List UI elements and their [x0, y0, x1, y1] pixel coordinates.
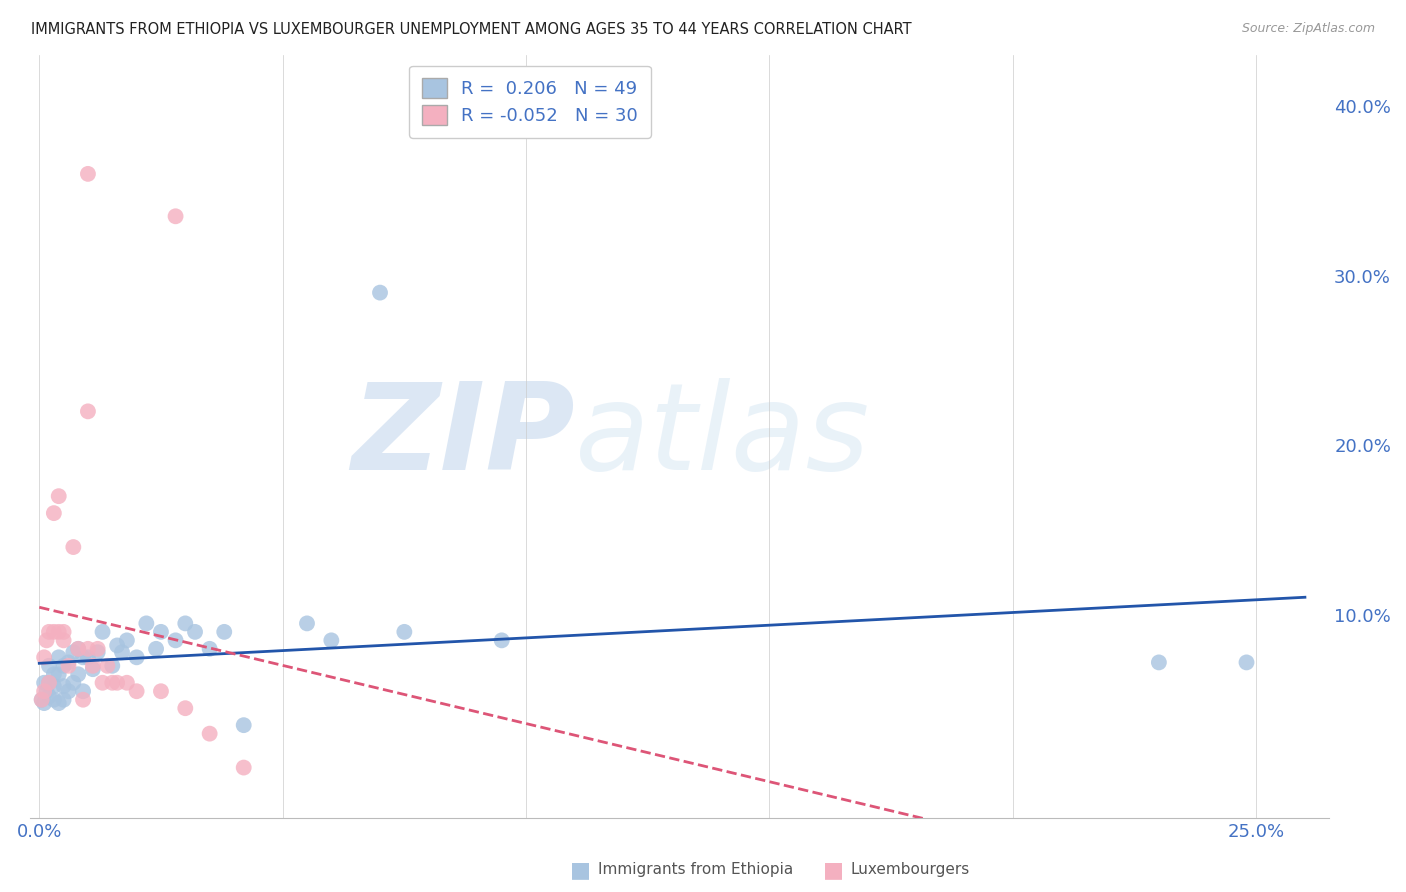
Point — [48, 696, 70, 710]
Point — [135, 616, 157, 631]
Point — [77, 404, 100, 418]
Point — [32, 696, 55, 710]
Point — [35, 633, 58, 648]
Point — [321, 633, 343, 648]
Point — [38, 675, 60, 690]
Point — [31, 692, 53, 706]
Point — [48, 489, 70, 503]
Point — [52, 692, 75, 706]
Text: ■: ■ — [569, 860, 591, 880]
Point — [58, 656, 80, 670]
Point — [105, 675, 128, 690]
Point — [72, 684, 94, 698]
Point — [38, 675, 60, 690]
Text: Luxembourgers: Luxembourgers — [851, 863, 970, 877]
Point — [72, 650, 94, 665]
Point — [52, 624, 75, 639]
Point — [82, 662, 104, 676]
Point — [42, 679, 65, 693]
Point — [105, 639, 128, 653]
Point — [67, 667, 90, 681]
Point — [42, 692, 65, 706]
Point — [174, 616, 197, 631]
Point — [38, 690, 60, 704]
Point — [149, 684, 172, 698]
Point — [52, 633, 75, 648]
Point — [77, 650, 100, 665]
Point — [125, 650, 148, 665]
Point — [48, 650, 70, 665]
Point — [77, 167, 100, 181]
Point — [212, 624, 235, 639]
Point — [58, 684, 80, 698]
Point — [491, 633, 513, 648]
Point — [42, 624, 65, 639]
Point — [52, 658, 75, 673]
Point — [86, 645, 108, 659]
Point — [149, 624, 172, 639]
Point — [174, 701, 197, 715]
Point — [38, 624, 60, 639]
Point — [86, 641, 108, 656]
Point — [125, 684, 148, 698]
Point — [394, 624, 416, 639]
Point — [32, 684, 55, 698]
Text: Immigrants from Ethiopia: Immigrants from Ethiopia — [598, 863, 793, 877]
Point — [198, 641, 221, 656]
Point — [82, 658, 104, 673]
Legend: R =  0.206   N = 49, R = -0.052   N = 30: R = 0.206 N = 49, R = -0.052 N = 30 — [409, 66, 651, 138]
Point — [111, 645, 134, 659]
Point — [232, 761, 254, 775]
Point — [52, 679, 75, 693]
Point — [48, 624, 70, 639]
Point — [35, 684, 58, 698]
Point — [101, 658, 124, 673]
Point — [101, 675, 124, 690]
Text: ZIP: ZIP — [352, 378, 575, 495]
Point — [198, 726, 221, 740]
Point — [62, 645, 84, 659]
Point — [1236, 656, 1258, 670]
Point — [42, 506, 65, 520]
Point — [184, 624, 207, 639]
Point — [96, 658, 118, 673]
Point — [232, 718, 254, 732]
Point — [368, 285, 391, 300]
Point — [91, 675, 114, 690]
Point — [165, 633, 187, 648]
Point — [72, 692, 94, 706]
Point — [31, 692, 53, 706]
Text: atlas: atlas — [575, 378, 870, 495]
Point — [1147, 656, 1170, 670]
Point — [58, 658, 80, 673]
Point — [48, 667, 70, 681]
Point — [145, 641, 167, 656]
Point — [42, 667, 65, 681]
Point — [62, 540, 84, 554]
Point — [115, 633, 138, 648]
Text: Source: ZipAtlas.com: Source: ZipAtlas.com — [1241, 22, 1375, 36]
Point — [38, 658, 60, 673]
Point — [295, 616, 318, 631]
Point — [67, 641, 90, 656]
Text: IMMIGRANTS FROM ETHIOPIA VS LUXEMBOURGER UNEMPLOYMENT AMONG AGES 35 TO 44 YEARS : IMMIGRANTS FROM ETHIOPIA VS LUXEMBOURGER… — [31, 22, 911, 37]
Point — [91, 624, 114, 639]
Point — [62, 675, 84, 690]
Point — [32, 650, 55, 665]
Point — [115, 675, 138, 690]
Point — [165, 209, 187, 223]
Point — [67, 641, 90, 656]
Point — [32, 675, 55, 690]
Point — [77, 641, 100, 656]
Text: ■: ■ — [823, 860, 844, 880]
